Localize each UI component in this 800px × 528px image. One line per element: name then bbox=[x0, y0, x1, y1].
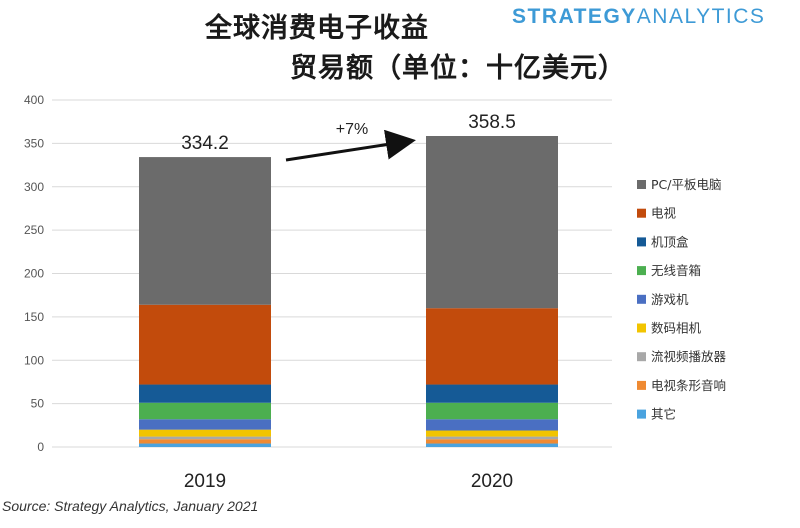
bar-segment bbox=[139, 402, 271, 420]
bar-segment bbox=[139, 384, 271, 403]
legend-label: 流视频播放器 bbox=[651, 349, 727, 364]
bar-segment bbox=[139, 157, 271, 305]
source-note: Source: Strategy Analytics, January 2021 bbox=[2, 498, 259, 514]
growth-arrow bbox=[285, 129, 416, 162]
legend-swatch bbox=[637, 237, 646, 247]
bar-segment bbox=[426, 136, 558, 309]
legend-swatch bbox=[637, 323, 646, 333]
growth-annotation: +7% bbox=[336, 121, 368, 138]
y-tick-label: 250 bbox=[24, 223, 44, 237]
brand-logo: STRATEGYANALYTICS bbox=[512, 5, 765, 29]
bar-segment bbox=[426, 430, 558, 437]
bar-segment bbox=[139, 436, 271, 440]
legend-label: PC/平板电脑 bbox=[651, 177, 721, 192]
bar-segment bbox=[426, 384, 558, 403]
legend-swatch bbox=[637, 380, 646, 390]
y-tick-label: 150 bbox=[24, 310, 44, 324]
legend-swatch bbox=[637, 409, 646, 419]
legend-swatch bbox=[637, 352, 646, 362]
legend-swatch bbox=[637, 180, 646, 189]
bar-segment bbox=[139, 419, 271, 430]
x-tick-label: 2020 bbox=[471, 471, 513, 492]
y-tick-label: 400 bbox=[24, 93, 44, 107]
legend-label: 其它 bbox=[651, 407, 676, 422]
legend-swatch bbox=[637, 208, 646, 218]
bar-segment bbox=[426, 308, 558, 385]
legend-label: 机顶盒 bbox=[651, 234, 689, 249]
bar-segment bbox=[139, 443, 271, 447]
chart-subtitle: 贸易额（单位：十亿美元） bbox=[290, 53, 626, 84]
legend-label: 数码相机 bbox=[651, 321, 702, 336]
legend-label: 无线音箱 bbox=[651, 263, 701, 278]
bar-segment bbox=[139, 304, 271, 385]
bar-segment bbox=[139, 439, 271, 444]
legend-label: 电视条形音响 bbox=[651, 378, 726, 393]
bar-segment bbox=[426, 443, 558, 447]
y-tick-label: 50 bbox=[31, 397, 45, 411]
bar-segment bbox=[426, 402, 558, 420]
chart-title: 全球消费电子收益 bbox=[205, 13, 429, 44]
legend-label: 游戏机 bbox=[651, 292, 689, 307]
bar-total-label: 334.2 bbox=[181, 133, 229, 154]
bar-segment bbox=[426, 419, 558, 431]
x-tick-label: 2019 bbox=[184, 471, 226, 492]
bar-segment bbox=[426, 439, 558, 444]
bar-segment bbox=[426, 436, 558, 440]
y-tick-label: 300 bbox=[24, 180, 44, 194]
y-tick-label: 200 bbox=[24, 267, 44, 281]
bar-segment bbox=[139, 429, 271, 437]
bar-total-label: 358.5 bbox=[468, 112, 516, 133]
y-tick-label: 0 bbox=[37, 440, 44, 454]
legend-swatch bbox=[637, 294, 646, 304]
legend-swatch bbox=[637, 266, 646, 276]
y-tick-label: 100 bbox=[24, 353, 44, 367]
legend-label: 电视 bbox=[651, 206, 677, 221]
brand-part1: STRATEGY bbox=[512, 5, 637, 28]
brand-part2: ANALYTICS bbox=[636, 5, 766, 28]
y-tick-label: 350 bbox=[24, 136, 44, 150]
